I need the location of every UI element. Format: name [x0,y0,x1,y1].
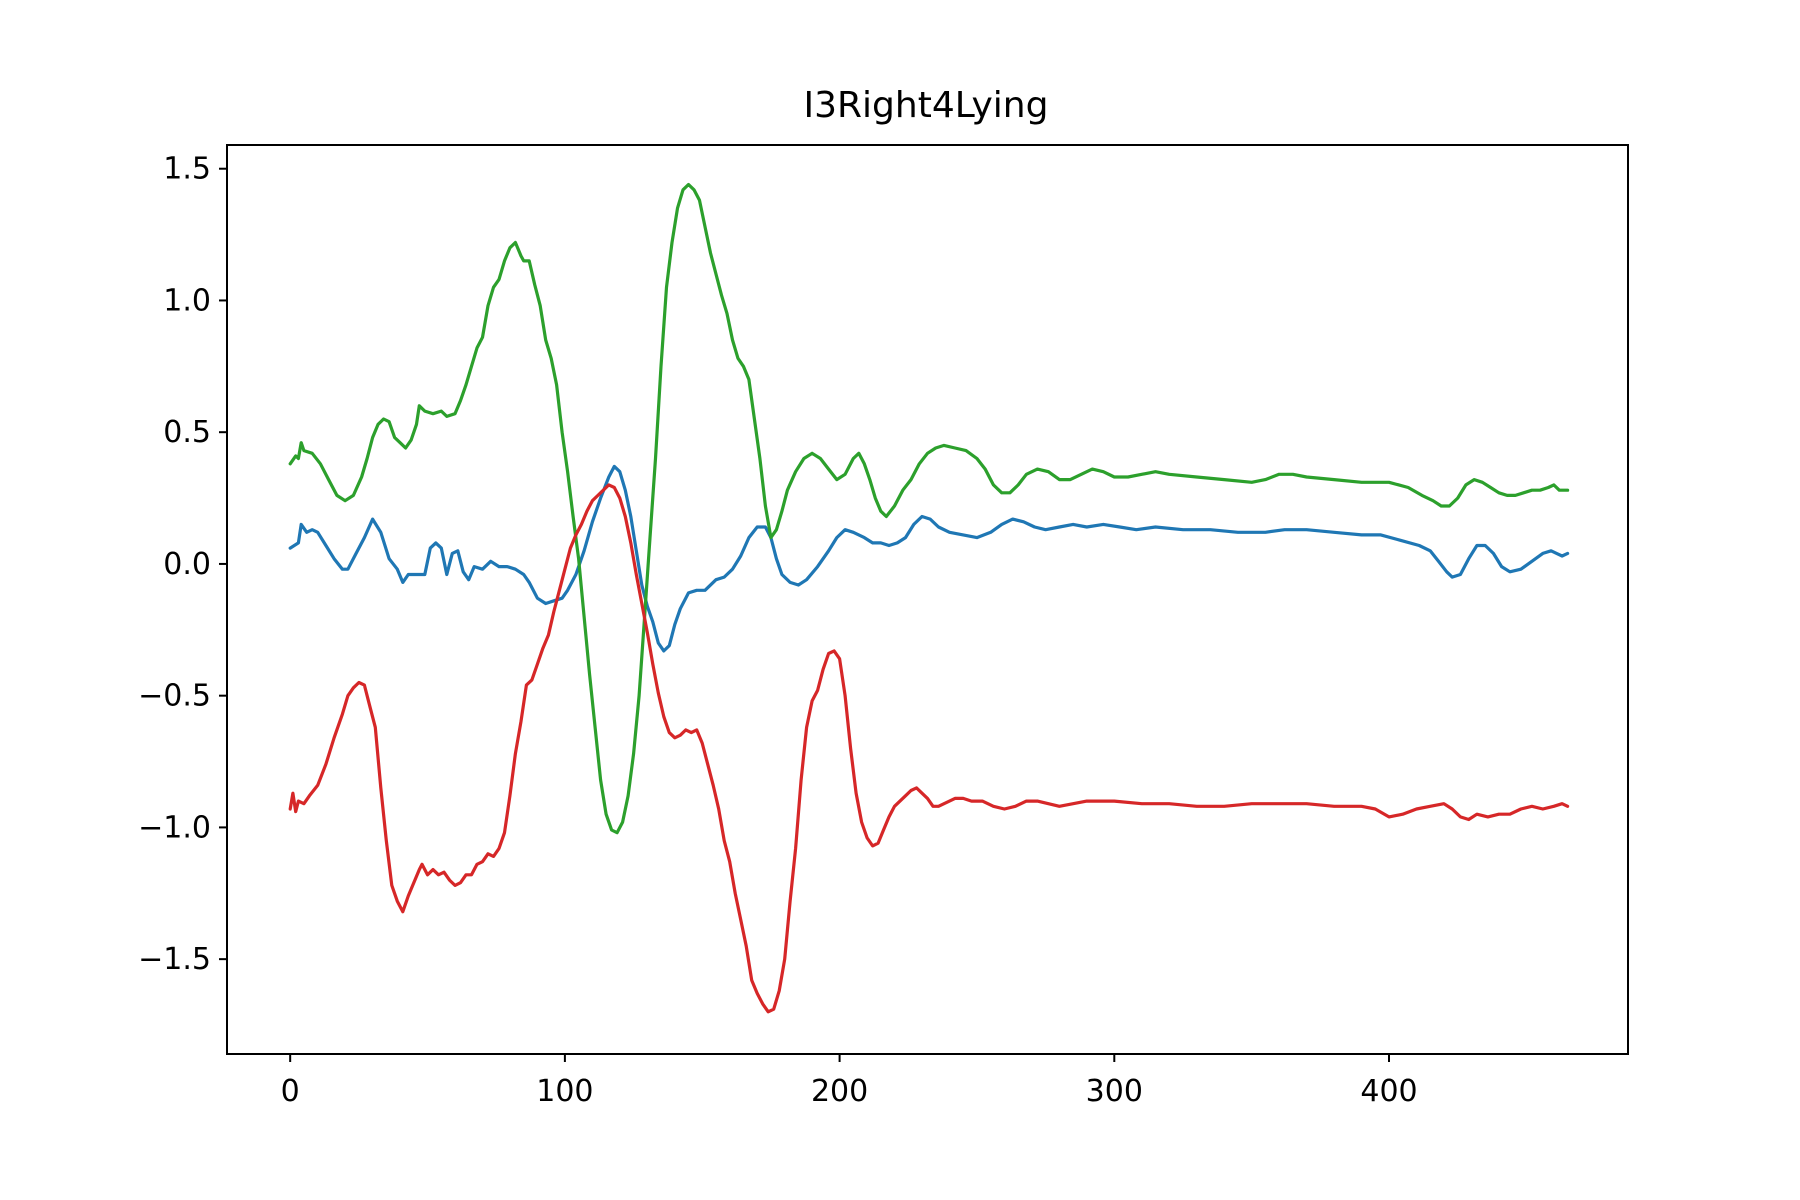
series-line-2 [288,182,1570,835]
series-line-1 [288,464,1570,653]
plot-frame [226,144,1629,1055]
x-tick-label: 200 [811,1074,868,1109]
y-axis: 1.5 1.0 0.5 0.0 −0.5 −1.0 −1.5 [138,152,227,977]
x-tick-label: 400 [1360,1074,1417,1109]
y-tick-label: 0.5 [163,415,211,450]
y-tick-label: 0.0 [163,547,211,582]
y-tick-label: −1.5 [138,942,211,977]
x-axis: 0 100 200 300 400 [281,1054,1418,1109]
y-tick-label: −1.0 [138,810,211,845]
y-tick-label: 1.0 [163,283,211,318]
x-tick-label: 300 [1086,1074,1143,1109]
x-tick-label: 0 [281,1074,300,1109]
y-tick-label: −0.5 [138,679,211,714]
plot-area [288,182,1570,1014]
x-tick-label: 100 [536,1074,593,1109]
chart-title: I3Right4Lying [804,85,1049,126]
y-tick-label: 1.5 [163,152,211,187]
series-line-3 [288,483,1570,1014]
